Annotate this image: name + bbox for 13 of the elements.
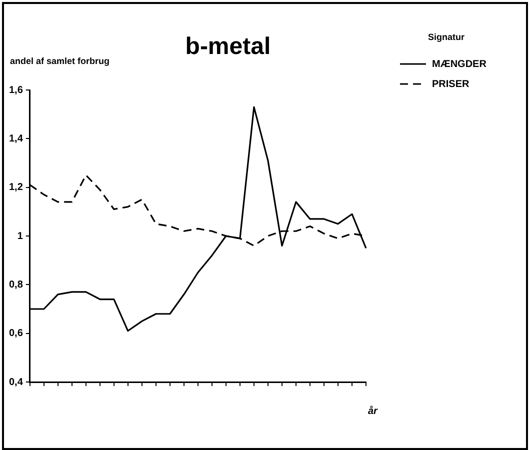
x-axis-title: år — [368, 405, 379, 417]
legend-title: Signatur — [428, 32, 465, 42]
legend-label: PRISER — [432, 78, 470, 90]
chart-title: b-metal — [185, 33, 271, 60]
y-tick-label: 1,4 — [8, 133, 24, 144]
y-tick-label: 0,8 — [8, 279, 24, 290]
legend-label: MÆNGDER — [432, 58, 488, 70]
y-tick-label: 1,6 — [8, 84, 24, 96]
y-tick-label: 0,4 — [8, 376, 24, 388]
y-axis-title: andel af samlet forbrug — [10, 56, 110, 66]
y-tick-label: 1,2 — [8, 182, 24, 194]
y-tick-label: 1 — [17, 230, 24, 242]
y-tick-label: 0,6 — [8, 328, 24, 340]
